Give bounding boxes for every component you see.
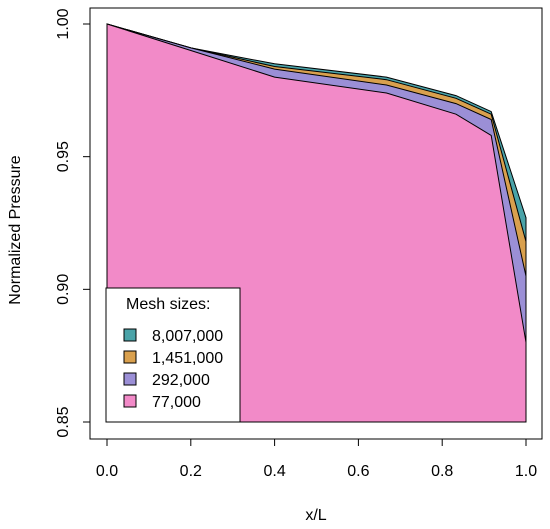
x-tick-label: 0.8: [431, 463, 453, 480]
y-tick-label: 0.90: [55, 274, 72, 305]
x-tick-label: 0.2: [180, 463, 202, 480]
x-tick-label: 0.0: [96, 463, 118, 480]
legend-swatch-3: [123, 372, 137, 386]
legend-label-1: 8,007,000: [152, 328, 223, 345]
x-axis-title: x/L: [305, 507, 326, 524]
y-tick-label: 1.00: [55, 8, 72, 39]
legend-items: 8,007,000 1,451,000 292,000 77,000: [123, 328, 223, 411]
legend-label-2: 1,451,000: [152, 350, 223, 367]
y-axis-title: Normalized Pressure: [7, 155, 24, 304]
x-tick-label: 1.0: [515, 463, 537, 480]
x-tick-label: 0.4: [263, 463, 285, 480]
legend-label-3: 292,000: [152, 372, 210, 389]
legend-swatch-2: [123, 350, 137, 364]
legend-swatch-4: [123, 394, 137, 408]
legend: Mesh sizes: 8,007,000 1,451,000 292,000 77,…: [105, 287, 241, 423]
x-axis: 0.0 0.2 0.4 0.6 0.8 1.0: [96, 438, 537, 480]
y-axis: 0.85 0.90 0.95 1.00: [55, 8, 91, 438]
legend-swatch-1: [123, 328, 137, 342]
x-tick-label: 0.6: [347, 463, 369, 480]
legend-title: Mesh sizes:: [126, 296, 210, 313]
y-tick-label: 0.85: [55, 406, 72, 437]
legend-label-4: 77,000: [152, 394, 201, 411]
y-tick-label: 0.95: [55, 141, 72, 172]
